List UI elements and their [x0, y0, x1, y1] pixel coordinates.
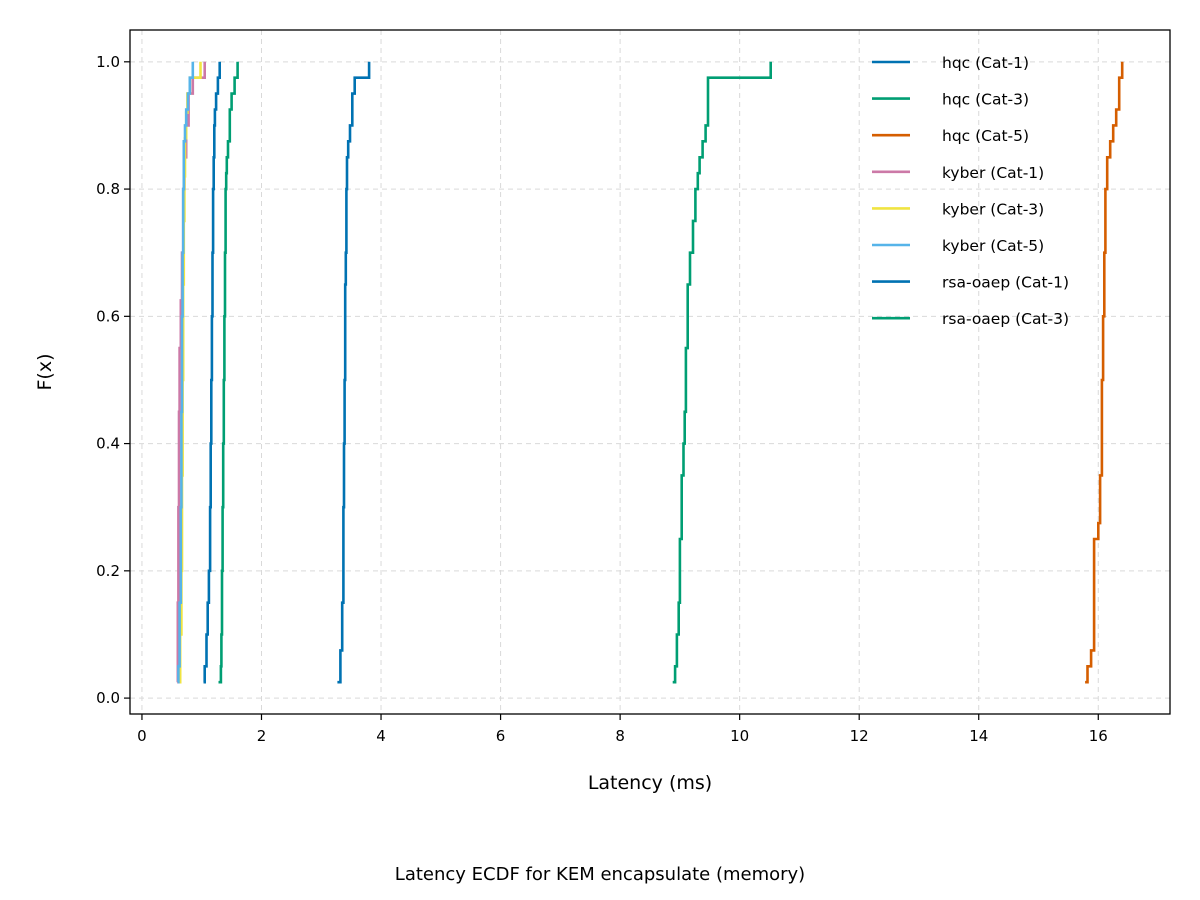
x-tick-label: 2	[257, 727, 267, 745]
series-line-1	[218, 61, 239, 684]
figure-caption: Latency ECDF for KEM encapsulate (memory…	[394, 864, 806, 885]
x-tick-label: 4	[376, 727, 386, 745]
legend-label: rsa-oaep (Cat-3)	[942, 310, 1069, 328]
legend-label: hqc (Cat-5)	[942, 127, 1029, 145]
y-tick-label: 0.8	[96, 180, 120, 198]
x-tick-label: 8	[615, 727, 625, 745]
x-tick-label: 14	[969, 727, 988, 745]
x-tick-label: 0	[137, 727, 147, 745]
x-axis-label: Latency (ms)	[588, 772, 712, 794]
grid-layer	[130, 30, 1170, 714]
y-tick-label: 1.0	[96, 53, 120, 71]
plot-frame	[129, 29, 1171, 715]
y-tick-label: 0.6	[96, 307, 120, 325]
y-axis-label: F(x)	[34, 354, 56, 391]
series-line-7	[672, 61, 772, 684]
y-tick-label: 0.2	[96, 562, 120, 580]
legend-label: hqc (Cat-3)	[942, 91, 1029, 109]
legend-label: rsa-oaep (Cat-1)	[942, 274, 1069, 292]
y-tick-label: 0.0	[96, 689, 120, 707]
x-tick-label: 10	[730, 727, 749, 745]
legend-label: hqc (Cat-1)	[942, 54, 1029, 72]
series-line-0	[203, 61, 221, 684]
series-layer	[176, 61, 1124, 684]
x-tick-label: 16	[1089, 727, 1108, 745]
tick-layer: 0 2 4 6 8 10 12 14 16 0.0 0.2 0.4 0.6 0.8 1.0	[96, 53, 1108, 745]
legend-label: kyber (Cat-1)	[942, 164, 1044, 182]
legend: hqc (Cat-1) hqc (Cat-3) hqc (Cat-5) kyber (…	[872, 54, 1069, 328]
series-line-2	[1085, 61, 1124, 684]
series-line-5	[177, 61, 195, 684]
legend-label: kyber (Cat-3)	[942, 200, 1044, 218]
legend-label: kyber (Cat-5)	[942, 237, 1044, 255]
series-line-6	[337, 61, 371, 684]
x-tick-label: 6	[496, 727, 506, 745]
y-tick-label: 0.4	[96, 435, 120, 453]
x-tick-label: 12	[850, 727, 869, 745]
